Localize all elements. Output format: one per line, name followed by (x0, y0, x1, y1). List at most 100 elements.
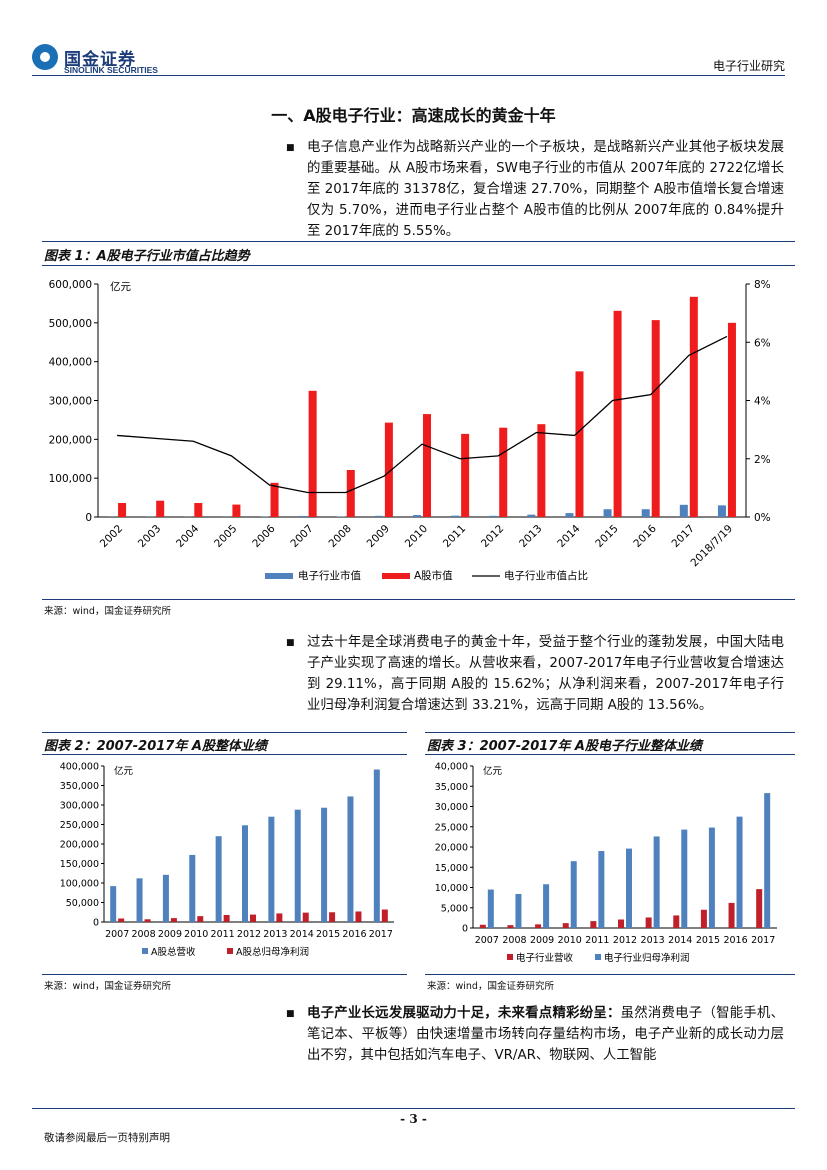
x-tick-label: 2015 (696, 935, 720, 946)
x-tick-label: 2006 (250, 522, 278, 550)
bar-ashare-cap (423, 414, 431, 517)
bar-electronics-cap (374, 515, 383, 517)
fig1-title-rule (42, 265, 795, 266)
bar-series-2 (487, 889, 494, 928)
report-type: 电子行业研究 (712, 59, 785, 73)
legend-label: A股市值 (414, 569, 453, 582)
bar-series-2 (170, 918, 177, 922)
bar-ashare-cap (461, 433, 470, 517)
y-tick-label: 35,000 (435, 782, 468, 793)
y-tick-label: 0 (462, 924, 468, 935)
y-tick-label: 40,000 (435, 762, 468, 773)
footer-rule (32, 1108, 795, 1109)
bar-series-2 (329, 912, 336, 922)
bar-series-2 (653, 836, 660, 928)
bar-series-2 (570, 861, 577, 928)
x-tick-label: 2004 (174, 522, 202, 550)
x-tick-label: 2013 (263, 929, 287, 940)
paragraph-3-body: 虽然消费电子（智能手机、笔记本、平板等）由快速增量市场转向存量结构市场，电子产业… (307, 1006, 785, 1063)
x-tick-label: 2013 (641, 935, 665, 946)
bar-ashare-cap (613, 310, 622, 517)
x-tick-label: 2016 (342, 929, 366, 940)
y-tick-label: 15,000 (435, 863, 468, 874)
x-tick-label: 2012 (613, 935, 637, 946)
y-tick-label: 10,000 (435, 883, 468, 894)
y-tick-label: 600,000 (49, 279, 92, 291)
x-tick-label: 2005 (212, 523, 239, 550)
fig2-title: 图表 2：2007-2017年 A股整体业绩 (44, 739, 267, 754)
bar-series-1 (268, 816, 275, 922)
x-tick-label: 2016 (631, 522, 659, 550)
x-tick-label: 2017 (751, 935, 775, 946)
bullet-icon: ■ (286, 1009, 295, 1019)
bar-series-2 (626, 848, 632, 928)
x-tick-label: 2015 (316, 929, 340, 940)
paragraph-1: 电子信息产业作为战略新兴产业的一个子板块，是战略新兴产业其他子板块发展的重要基础… (307, 140, 784, 239)
y-tick-label: 200,000 (49, 434, 92, 446)
x-tick-label: 2017 (670, 523, 697, 550)
fig3-bottom-rule (425, 974, 795, 975)
bar-electronics-cap (717, 505, 726, 517)
x-tick-label: 2009 (530, 935, 554, 946)
header-rule (32, 75, 785, 76)
bar-electronics-cap (451, 515, 460, 517)
bar-series-2 (250, 914, 256, 922)
bar-ashare-cap (575, 371, 584, 517)
bar-series-2 (197, 916, 204, 922)
bar-ashare-cap (232, 504, 241, 517)
bar-ashare-cap (270, 482, 279, 517)
bar-series-2 (144, 919, 151, 922)
y-tick-label: 5,000 (441, 903, 468, 914)
bar-electronics-cap (603, 509, 612, 517)
bar-series-1 (756, 889, 763, 928)
x-tick-label: 2018/7/19 (689, 523, 736, 570)
fig2-source: 来源：wind，国金证券研究所 (44, 981, 171, 992)
bar-electronics-cap (527, 514, 536, 517)
x-tick-label: 2011 (585, 935, 609, 946)
y-tick-label: 400,000 (49, 357, 92, 369)
y-tick-label: 400,000 (60, 762, 99, 773)
y2-tick-label: 8% (754, 279, 771, 291)
y-axis-label: 亿元 (483, 765, 503, 777)
fig1-source: 来源：wind，国金证券研究所 (44, 606, 171, 617)
x-tick-label: 2009 (365, 523, 392, 550)
bar-ashare-cap (727, 322, 736, 517)
x-tick-label: 2015 (593, 523, 620, 550)
bar-electronics-cap (298, 515, 307, 517)
bar-series-2 (276, 913, 283, 922)
fig2-bottom-rule (42, 974, 407, 975)
fig1-bottom-rule (42, 599, 795, 600)
logo-chinese-name: 国金证券 (64, 50, 136, 70)
x-tick-label: 2014 (290, 929, 314, 940)
legend-label: 电子行业归母净利润 (604, 952, 690, 964)
x-tick-label: 2009 (158, 929, 182, 940)
x-tick-label: 2007 (105, 929, 129, 940)
bullet-icon: ■ (286, 638, 295, 648)
bar-series-1 (507, 925, 514, 928)
x-tick-label: 2014 (668, 935, 692, 946)
paragraph-3-lead: 电子产业长远发展驱动力十足，未来看点精彩纷呈： (307, 1006, 621, 1021)
bar-series-1 (479, 924, 486, 928)
bar-series-1 (645, 917, 652, 928)
legend-swatch (227, 948, 233, 954)
bar-series-1 (110, 886, 117, 922)
x-tick-label: 2013 (517, 523, 544, 550)
y-tick-label: 100,000 (60, 879, 99, 890)
bar-series-2 (302, 912, 309, 922)
bar-ashare-cap (156, 500, 165, 517)
paragraph-2: 过去十年是全球消费电子的黄金十年，受益于整个行业的蓬勃发展，中国大陆电子产业实现… (307, 635, 784, 713)
fig3-title: 图表 3：2007-2017年 A股电子行业整体业绩 (427, 739, 702, 754)
bar-series-1 (189, 854, 196, 922)
bar-series-1 (535, 924, 542, 928)
fig1-chart: 0 100,000 200,000 300,000 400,000 500,000 600,… (49, 279, 771, 582)
legend-swatch (507, 954, 513, 960)
bar-electronics-cap (489, 515, 498, 517)
line-electronics-share (117, 335, 728, 494)
bar-series-1 (162, 874, 169, 922)
x-tick-label: 2017 (369, 929, 393, 940)
y-tick-label: 100,000 (49, 473, 92, 485)
x-tick-label: 2010 (558, 935, 582, 946)
bar-series-1 (321, 807, 328, 922)
x-tick-label: 2011 (211, 929, 235, 940)
y-tick-label: 0 (85, 512, 92, 524)
